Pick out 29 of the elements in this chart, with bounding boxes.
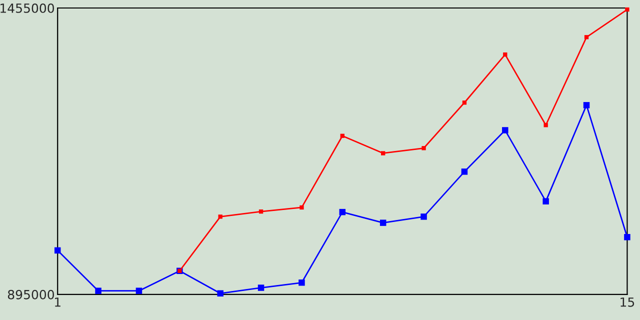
point <box>625 7 630 12</box>
point <box>218 214 222 219</box>
y-tick-label: 895000 <box>8 290 54 300</box>
point <box>300 205 304 210</box>
x-tick-label: 15 <box>620 298 634 307</box>
point <box>503 52 508 57</box>
x-tick-label: 1 <box>54 298 60 307</box>
point <box>584 35 589 40</box>
point <box>381 151 386 156</box>
point <box>583 102 590 108</box>
point <box>380 220 386 226</box>
point <box>502 127 508 134</box>
point <box>462 100 467 105</box>
point <box>420 214 427 220</box>
y-tick-label: 1455000 <box>0 3 54 13</box>
point <box>217 290 224 297</box>
point <box>258 284 264 291</box>
point <box>54 247 61 254</box>
point <box>544 123 548 128</box>
point <box>136 288 142 294</box>
point <box>298 280 305 286</box>
point <box>95 288 102 294</box>
point <box>542 198 549 204</box>
point <box>258 209 264 214</box>
point <box>461 168 468 175</box>
point <box>624 234 630 240</box>
point <box>339 208 346 216</box>
point <box>422 146 426 150</box>
point <box>340 134 344 138</box>
